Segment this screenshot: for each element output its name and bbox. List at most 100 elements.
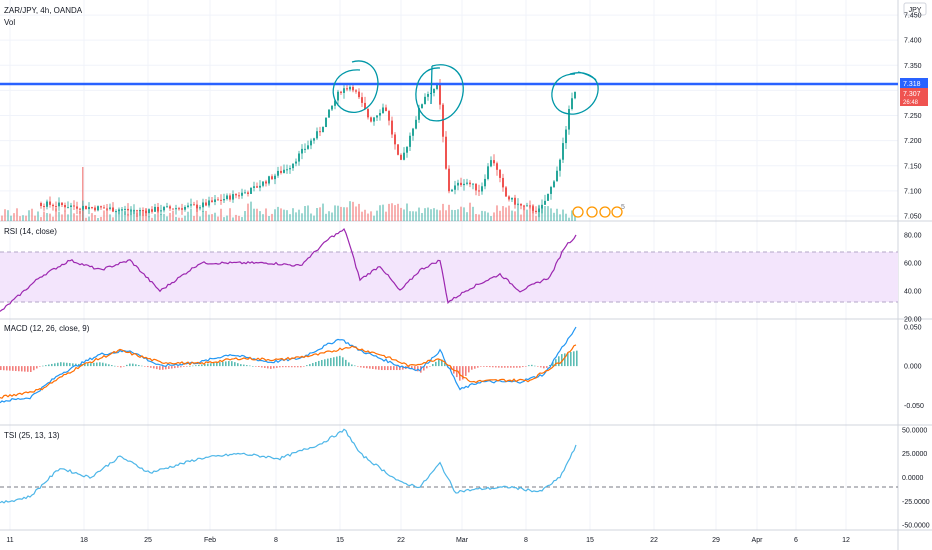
candle[interactable]: [523, 205, 525, 207]
candle[interactable]: [358, 91, 360, 98]
candle[interactable]: [472, 183, 474, 185]
candle[interactable]: [313, 138, 315, 141]
volume-label[interactable]: Vol: [4, 18, 15, 27]
candle[interactable]: [565, 129, 567, 144]
candle[interactable]: [55, 206, 57, 208]
candle[interactable]: [94, 207, 96, 211]
candle[interactable]: [310, 140, 312, 146]
candle[interactable]: [130, 210, 132, 212]
event-marker-3[interactable]: [599, 206, 611, 218]
candle[interactable]: [394, 134, 396, 145]
candle[interactable]: [82, 205, 84, 210]
currency-box[interactable]: [903, 2, 927, 16]
candle[interactable]: [322, 127, 324, 133]
candle[interactable]: [166, 206, 168, 208]
candle[interactable]: [232, 194, 234, 200]
candle[interactable]: [262, 181, 264, 186]
candle[interactable]: [442, 104, 444, 137]
candle[interactable]: [178, 208, 180, 210]
candle[interactable]: [226, 195, 228, 200]
event-marker-4[interactable]: [611, 206, 623, 218]
candle[interactable]: [388, 111, 390, 121]
candle[interactable]: [433, 88, 435, 93]
candle[interactable]: [259, 185, 261, 188]
candle[interactable]: [97, 206, 99, 211]
candle[interactable]: [271, 176, 273, 180]
candle[interactable]: [127, 208, 129, 211]
candle[interactable]: [151, 209, 153, 212]
candle[interactable]: [535, 210, 537, 213]
candle[interactable]: [460, 182, 462, 186]
candle[interactable]: [463, 183, 465, 186]
candle[interactable]: [139, 210, 141, 212]
candle[interactable]: [379, 113, 381, 116]
candle[interactable]: [40, 203, 42, 207]
candle[interactable]: [340, 91, 342, 93]
candle[interactable]: [214, 199, 216, 202]
candle[interactable]: [67, 207, 69, 209]
candle[interactable]: [286, 169, 288, 171]
candle[interactable]: [346, 88, 348, 90]
macd-line[interactable]: [0, 326, 577, 404]
candle[interactable]: [235, 194, 237, 196]
candle[interactable]: [349, 86, 351, 90]
candle[interactable]: [208, 200, 210, 206]
tsi-line[interactable]: [0, 428, 577, 504]
candle[interactable]: [160, 210, 162, 212]
candle[interactable]: [118, 209, 120, 212]
candle[interactable]: [544, 200, 546, 205]
candle[interactable]: [454, 185, 456, 190]
candle[interactable]: [562, 143, 564, 160]
candle[interactable]: [427, 93, 429, 97]
candle[interactable]: [343, 88, 345, 93]
candle[interactable]: [307, 145, 309, 149]
candle[interactable]: [418, 108, 420, 120]
candle[interactable]: [103, 207, 105, 209]
candle[interactable]: [478, 190, 480, 192]
rsi-line[interactable]: [0, 227, 577, 312]
candle[interactable]: [403, 152, 405, 160]
candle[interactable]: [229, 195, 231, 200]
candle[interactable]: [163, 206, 165, 211]
candle[interactable]: [448, 168, 450, 192]
candle[interactable]: [415, 119, 417, 129]
candle[interactable]: [529, 205, 531, 207]
candle[interactable]: [244, 192, 246, 194]
candle[interactable]: [502, 177, 504, 188]
candle[interactable]: [457, 182, 459, 186]
candle[interactable]: [424, 96, 426, 105]
candle[interactable]: [43, 206, 45, 208]
candle[interactable]: [436, 83, 438, 89]
candle[interactable]: [316, 131, 318, 139]
candle[interactable]: [574, 91, 576, 99]
candle[interactable]: [325, 117, 327, 128]
candle[interactable]: [532, 206, 534, 211]
candle[interactable]: [157, 206, 159, 212]
candle[interactable]: [142, 210, 144, 212]
candle[interactable]: [124, 208, 126, 210]
candle[interactable]: [355, 90, 357, 92]
candle[interactable]: [328, 109, 330, 118]
candle[interactable]: [247, 192, 249, 194]
price-candles[interactable]: [40, 79, 576, 218]
candle[interactable]: [133, 210, 135, 212]
candle[interactable]: [304, 148, 306, 150]
candle[interactable]: [493, 160, 495, 164]
candle[interactable]: [382, 107, 384, 114]
tsi-title[interactable]: TSI (25, 13, 13): [4, 431, 60, 440]
candle[interactable]: [196, 204, 198, 209]
candle[interactable]: [199, 207, 201, 209]
candle[interactable]: [169, 206, 171, 209]
candle[interactable]: [547, 193, 549, 201]
candle[interactable]: [85, 205, 87, 210]
candle[interactable]: [241, 192, 243, 196]
candle[interactable]: [550, 187, 552, 194]
candle[interactable]: [172, 208, 174, 210]
candle[interactable]: [250, 187, 252, 194]
candle[interactable]: [211, 200, 213, 202]
rsi-title[interactable]: RSI (14, close): [4, 227, 57, 236]
candle[interactable]: [292, 163, 294, 169]
candle[interactable]: [256, 186, 258, 188]
candle[interactable]: [337, 91, 339, 101]
candle[interactable]: [385, 107, 387, 112]
